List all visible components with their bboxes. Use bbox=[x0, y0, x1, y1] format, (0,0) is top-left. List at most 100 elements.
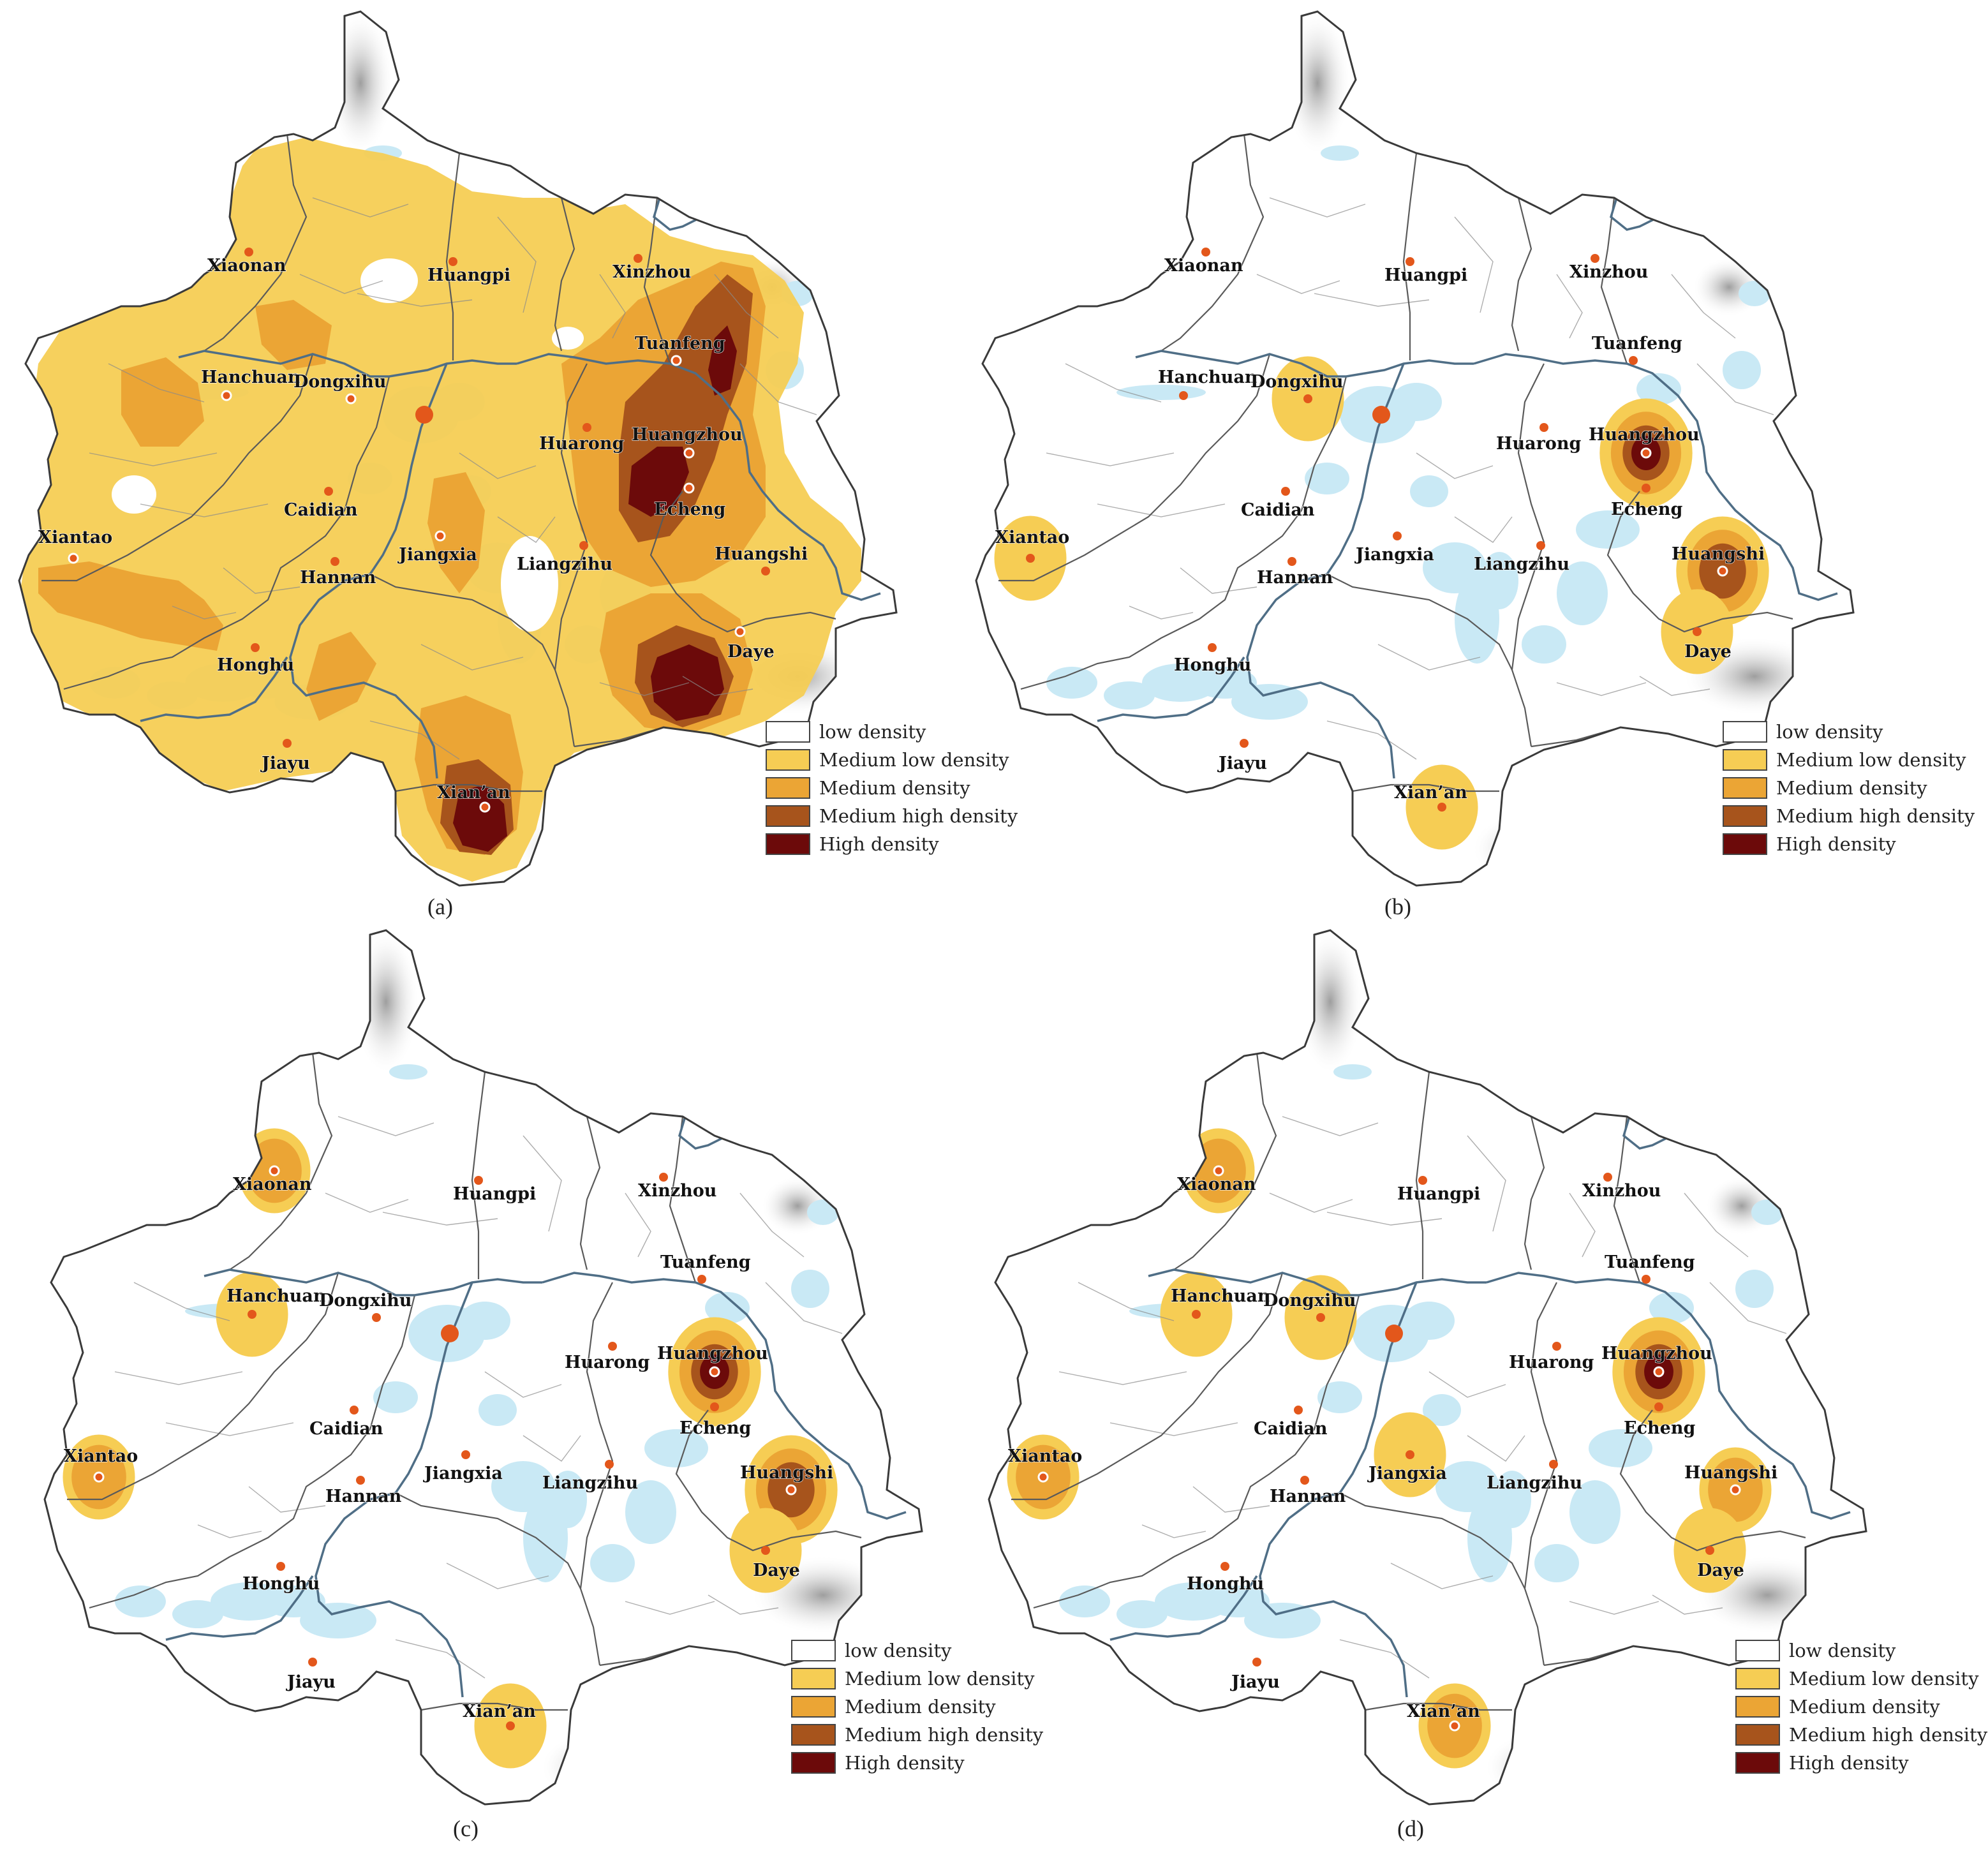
town-boundary bbox=[420, 644, 524, 671]
region-base bbox=[976, 11, 1853, 886]
city-marker-jiayu bbox=[1240, 739, 1249, 748]
legend-label: High density bbox=[1789, 1752, 1909, 1774]
city-marker-huarong bbox=[1539, 423, 1548, 432]
city-label-xinzhou: Xinzhou bbox=[1582, 1181, 1661, 1201]
legend-label: High density bbox=[845, 1752, 965, 1774]
density-zone-2 bbox=[38, 561, 223, 651]
district-boundary bbox=[1613, 1116, 1641, 1283]
district-boundary bbox=[395, 783, 542, 792]
legend-swatch bbox=[791, 1668, 836, 1689]
panel-caption: (d) bbox=[1397, 1816, 1424, 1841]
legend-label: High density bbox=[819, 833, 939, 855]
lake bbox=[1589, 1429, 1652, 1467]
region-outline bbox=[43, 929, 923, 1806]
town-boundary bbox=[172, 605, 237, 620]
town-boundary bbox=[1129, 605, 1194, 620]
legend-swatch bbox=[791, 1696, 836, 1718]
map-svg: Xiaonan Huangpi Xinzhou Tuanfeng HanchuanDon… bbox=[975, 10, 1855, 887]
map-svg: Xiaonan Huangpi Xinzhou Tuanfeng HanchuanDon… bbox=[18, 10, 898, 887]
district-boundary bbox=[1524, 1116, 1545, 1270]
town-boundary bbox=[140, 503, 269, 517]
city-marker-jiangxia bbox=[434, 530, 446, 542]
city-label-daye: Daye bbox=[727, 642, 775, 662]
legend-label: low density bbox=[1776, 721, 1883, 743]
city-label-xianan: Xian’an bbox=[1394, 783, 1467, 803]
town-boundary bbox=[299, 274, 383, 294]
city-label-honghu: Honghu bbox=[217, 655, 294, 675]
district-boundary bbox=[643, 197, 671, 364]
district-boundary bbox=[395, 1492, 581, 1589]
city-label-jiangxia: Jiangxia bbox=[1354, 545, 1434, 565]
district-boundary bbox=[1326, 574, 1513, 671]
district-boundary bbox=[1161, 133, 1265, 352]
district-boundary bbox=[669, 1116, 697, 1283]
city-marker-huangpi bbox=[449, 257, 457, 266]
city-marker-hanchuan bbox=[248, 1310, 256, 1319]
city-label-jiayu: Jiayu bbox=[1230, 1672, 1280, 1692]
city-marker-xiantao bbox=[68, 553, 79, 564]
legend-label: low density bbox=[845, 1640, 952, 1661]
density-zone-4 bbox=[708, 325, 737, 396]
terrain-relief bbox=[1298, 932, 1362, 1072]
city-label-hannan: Hannan bbox=[1257, 568, 1333, 588]
city-marker-echeng bbox=[710, 1402, 719, 1411]
town-boundary bbox=[459, 452, 537, 479]
town-boundary bbox=[1639, 676, 1710, 696]
lake bbox=[1576, 510, 1640, 549]
city-marker-liangzihu bbox=[579, 541, 588, 550]
lake bbox=[1636, 373, 1681, 405]
city-label-huangzhou: Huangzhou bbox=[1589, 425, 1700, 445]
town-boundary bbox=[682, 676, 753, 696]
city-label-jiangxia: Jiangxia bbox=[423, 1464, 503, 1483]
town-boundary bbox=[1065, 363, 1162, 403]
legend-swatch bbox=[1735, 1668, 1780, 1689]
town-boundary bbox=[1671, 274, 1736, 339]
town-boundary bbox=[133, 1282, 230, 1321]
lake bbox=[1305, 463, 1349, 494]
lake bbox=[459, 1302, 510, 1340]
town-boundary bbox=[382, 1212, 498, 1226]
legend-swatch bbox=[766, 777, 810, 799]
river bbox=[1109, 1058, 1851, 1698]
legend-swatch bbox=[766, 805, 810, 827]
town-boundary bbox=[1684, 1192, 1749, 1258]
city-label-echeng: Echeng bbox=[1611, 500, 1682, 519]
city-marker-huarong bbox=[608, 1342, 617, 1351]
city-label-xiantao: Xiantao bbox=[38, 528, 112, 547]
town-boundary bbox=[1192, 1486, 1270, 1513]
lake bbox=[478, 1394, 517, 1426]
city-marker-jiayu bbox=[1252, 1658, 1261, 1667]
legend-swatch bbox=[1723, 805, 1767, 827]
city-label-huarong: Huarong bbox=[1496, 434, 1581, 454]
city-marker-hannan bbox=[1300, 1476, 1309, 1485]
city-label-xiaonan: Xiaonan bbox=[1177, 1175, 1256, 1194]
legend-label: Medium low density bbox=[819, 749, 1009, 771]
city-marker-dongxihu bbox=[1303, 394, 1312, 403]
town-boundary bbox=[1377, 644, 1481, 671]
city-label-honghu: Honghu bbox=[1187, 1574, 1264, 1594]
city-label-jiangxia: Jiangxia bbox=[1367, 1464, 1447, 1483]
city-label-daye: Daye bbox=[1697, 1561, 1744, 1580]
legend-label: Medium density bbox=[819, 777, 970, 799]
district-boundary bbox=[649, 491, 836, 633]
city-marker-jiangxia bbox=[1406, 1450, 1414, 1459]
town-boundary bbox=[1282, 1116, 1379, 1136]
district-boundary bbox=[204, 133, 308, 352]
city-marker-huangshi bbox=[761, 567, 770, 575]
city-label-dongxihu: Dongxihu bbox=[319, 1291, 412, 1311]
town-boundary bbox=[108, 363, 205, 403]
legend-swatch bbox=[1735, 1640, 1780, 1661]
town-boundary bbox=[708, 1594, 779, 1615]
district-boundary bbox=[1511, 197, 1532, 352]
city-marker-xinzhou bbox=[634, 254, 642, 263]
lake bbox=[1046, 667, 1097, 699]
district-boundary bbox=[1011, 1272, 1284, 1501]
town-boundary bbox=[1314, 293, 1430, 307]
town-boundary bbox=[1467, 1135, 1506, 1232]
city-marker-liangzihu bbox=[1536, 541, 1545, 550]
city-label-tuanfeng: Tuanfeng bbox=[635, 334, 725, 353]
district-boundary bbox=[1352, 783, 1499, 792]
city-marker-huangshi bbox=[1717, 565, 1728, 577]
legend-label: Medium density bbox=[845, 1696, 996, 1718]
city-marker-xinzhou bbox=[659, 1173, 668, 1182]
